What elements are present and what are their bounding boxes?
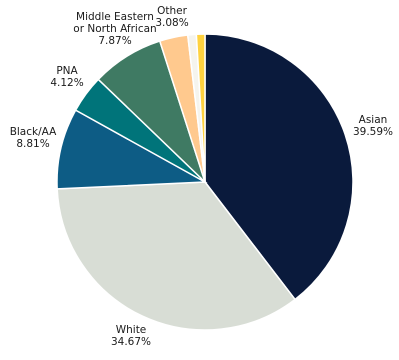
pie-slice-unlabeled-7 (195, 33, 206, 183)
pie-slice-white (56, 181, 297, 331)
pie-slice-asian (204, 33, 354, 301)
slice-labels: Asian 39.59% White 34.67% Black/AA 8.81% PNA 4.… (10, 5, 393, 348)
slice-label-white: White 34.67% (111, 324, 151, 348)
pie-slice-black-aa (56, 109, 208, 190)
slice-label-black-aa: Black/AA 8.81% (10, 126, 57, 150)
slice-value-pna: 4.12% (50, 77, 83, 89)
slice-value-middle-eastern-or-north-african: 7.87% (98, 35, 131, 47)
slice-name-pna: PNA (56, 65, 78, 77)
slice-label-middle-eastern-or-north-african: Middle Eastern or North African 7.87% (73, 11, 156, 47)
slice-name-other: Other (157, 5, 187, 17)
slice-name-white: White (116, 324, 147, 336)
pie-slices (56, 33, 354, 331)
slice-name-black-aa: Black/AA (10, 126, 57, 138)
slice-label-pna: PNA 4.12% (50, 65, 83, 89)
slice-value-black-aa: 8.81% (16, 138, 49, 150)
slice-value-other: 3.08% (155, 17, 188, 29)
slice-name-middle-eastern-or-north-african-line-2: or North African (73, 23, 156, 35)
slice-value-asian: 39.59% (353, 126, 393, 138)
slice-label-other: Other 3.08% (155, 5, 188, 29)
slice-label-asian: Asian 39.59% (353, 114, 393, 138)
slice-name-middle-eastern-or-north-african-line-1: Middle Eastern (76, 11, 154, 23)
slice-name-asian: Asian (359, 114, 388, 126)
slice-value-white: 34.67% (111, 336, 151, 348)
